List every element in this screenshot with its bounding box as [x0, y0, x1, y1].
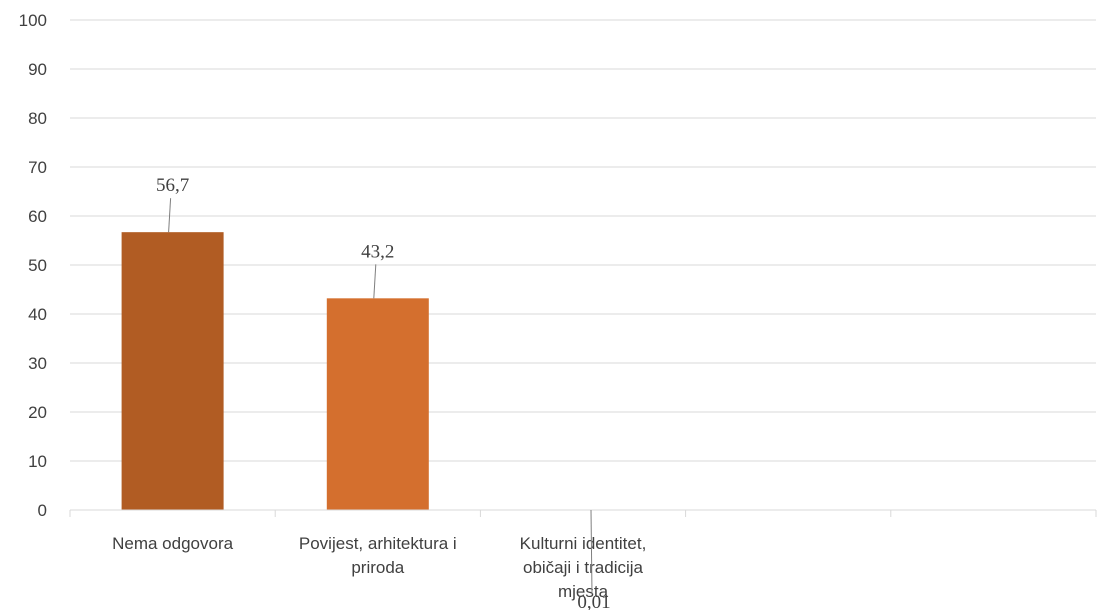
y-tick-label: 40	[28, 305, 47, 324]
x-category-label: Kulturni identitet, običaji i tradicija mj…	[520, 534, 647, 601]
x-axis-category-labels: Nema odgovora Povijest, arhitektura i prir…	[112, 534, 646, 601]
gridlines	[70, 19, 1096, 462]
bar	[121, 232, 224, 511]
y-tick-label: 90	[28, 60, 47, 79]
data-label: 43,2	[361, 241, 394, 262]
data-label: 56,7	[156, 175, 189, 196]
x-category-label-line: Kulturni identitet,	[520, 534, 647, 553]
bar	[326, 298, 429, 510]
y-tick-label: 100	[19, 11, 47, 30]
x-category-label-line: Povijest, arhitektura i	[299, 534, 457, 553]
bars	[121, 232, 634, 511]
x-category-label-line: Nema odgovora	[112, 534, 234, 553]
x-axis	[69, 509, 1097, 517]
y-tick-label: 10	[28, 452, 47, 471]
x-category-label: Povijest, arhitektura i priroda	[299, 534, 457, 577]
y-tick-label: 30	[28, 354, 47, 373]
data-label-leader-line	[168, 198, 172, 233]
y-tick-label: 80	[28, 109, 47, 128]
y-tick-label: 20	[28, 403, 47, 422]
y-tick-label: 60	[28, 207, 47, 226]
data-label: 0,01	[577, 592, 610, 610]
y-tick-label: 50	[28, 256, 47, 275]
y-axis-tick-labels: 0 10 20 30 40 50 60 70 80 90 100	[19, 11, 47, 520]
y-tick-label: 0	[38, 501, 47, 520]
data-labels: 56,7 43,2 0,01	[156, 175, 611, 610]
x-category-label: Nema odgovora	[112, 534, 234, 553]
x-category-label-line: običaji i tradicija	[523, 558, 644, 577]
x-category-label-line: mjesta	[558, 582, 609, 601]
x-category-label-line: priroda	[351, 558, 404, 577]
y-tick-label: 70	[28, 158, 47, 177]
data-label-leader-line	[590, 509, 593, 595]
data-label-leader-line	[373, 264, 377, 299]
